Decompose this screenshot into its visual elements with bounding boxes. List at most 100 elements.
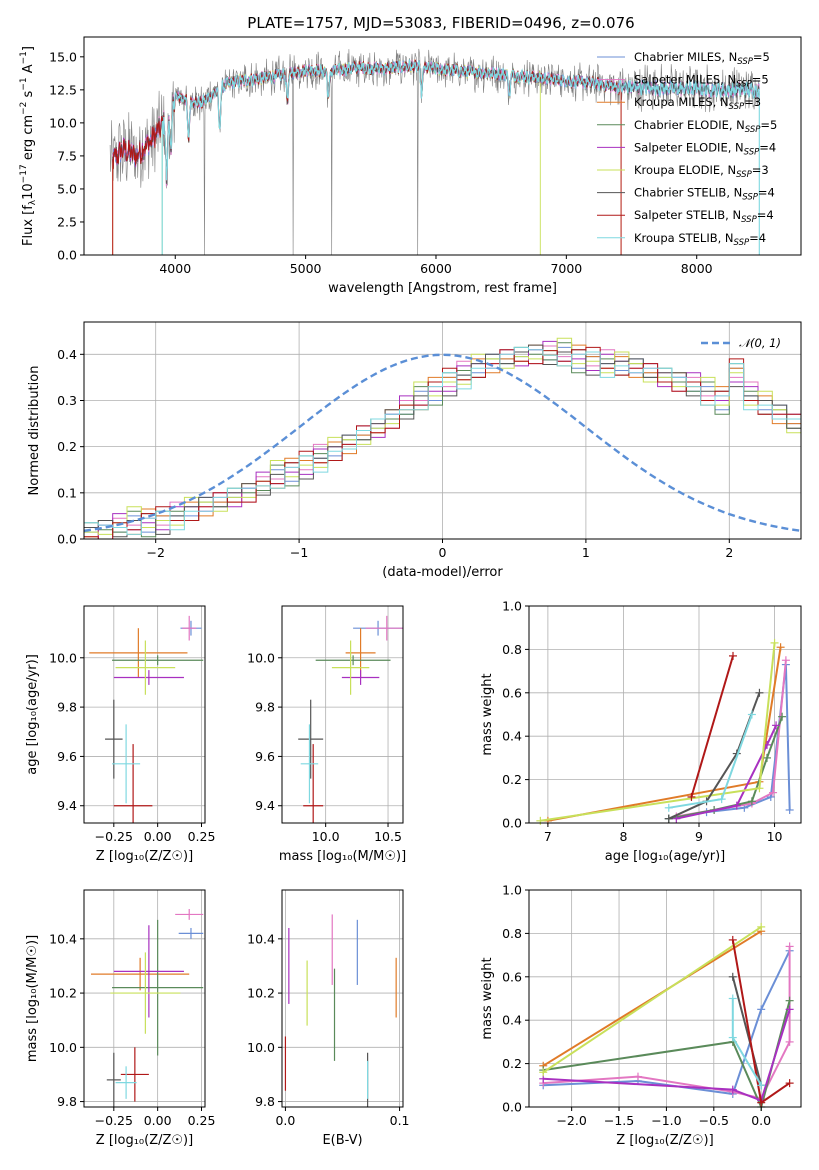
x-axis-label: Z [log₁₀(Z/Z☉)] [616, 1133, 713, 1148]
axes-frame [281, 889, 404, 1108]
x-tick-label: 10 [767, 829, 783, 844]
normal-curve [84, 353, 801, 533]
legend-suffix: =5 [753, 50, 770, 64]
x-tick-label: 0.0 [275, 1113, 295, 1128]
histogram-step [84, 346, 801, 539]
y-tick-label: 0.0 [57, 532, 77, 547]
y-tick-label: 0.4 [57, 347, 77, 362]
legend-prefix: Salpeter MILES, N [634, 73, 736, 87]
spectrum-model-line [161, 59, 760, 255]
spectrum-model-line [112, 59, 622, 255]
axes-frame [281, 605, 404, 824]
x-tick-label: 2 [725, 545, 733, 560]
x-tick-label: 0.25 [188, 1113, 216, 1128]
x-tick-label: 10.5 [374, 829, 402, 844]
y-tick-label: 9.8 [255, 700, 275, 715]
x-axis-label: Z [log₁₀(Z/Z☉)] [96, 849, 193, 864]
x-tick-label: 0.00 [144, 1113, 172, 1128]
y-tick-label: 0.6 [502, 685, 522, 700]
x-axis-label: mass [log₁₀(M/M☉)] [279, 849, 406, 864]
y-axis-label-part: −2 [19, 102, 29, 115]
x-tick-label: 0.25 [188, 829, 216, 844]
y-axis-label: mass weight [480, 957, 495, 1039]
y-axis-label-part: −1 [19, 77, 29, 90]
legend-suffix: =5 [760, 118, 777, 132]
y-tick-label: 0.0 [502, 1100, 522, 1115]
x-tick-label: −0.25 [95, 829, 133, 844]
y-axis-label: mass weight [480, 673, 495, 755]
x-tick-label: 8000 [681, 261, 713, 276]
y-tick-label: 15.0 [49, 49, 77, 64]
x-axis-label: (data-model)/error [382, 565, 503, 580]
histogram-step [84, 340, 801, 539]
legend-prefix: Kroupa STELIB, N [634, 231, 734, 245]
x-tick-label: −0.5 [699, 1113, 729, 1128]
legend-entry: Chabrier ELODIE, NSSP=5 [634, 118, 777, 135]
figure-title: PLATE=1757, MJD=53083, FIBERID=0496, z=0… [247, 14, 634, 32]
y-tick-label: 0.1 [57, 485, 77, 500]
histogram-panel: −2 −1 0 1 2 0.0 0.1 0.2 0.3 0.4 (data-model)/error… [27, 321, 802, 580]
x-tick-label: 7000 [550, 261, 582, 276]
y-tick-label: 12.5 [49, 82, 77, 97]
axes-frame [83, 605, 206, 824]
legend-entry: Kroupa ELODIE, NSSP=3 [634, 163, 769, 180]
y-tick-label: 10.0 [247, 650, 275, 665]
mass-vs-metallicity-panel: −0.25 0.00 0.25 9.8 10.0 10.2 10.4 Z [log₁₀(Z/Z… [25, 889, 216, 1148]
y-tick-label: 10.0 [49, 1040, 77, 1055]
histogram-step [84, 346, 801, 539]
axes-frame [528, 605, 802, 824]
y-tick-label: 9.6 [57, 749, 77, 764]
y-tick-label: 10.4 [49, 931, 77, 946]
legend-sub: SSP [729, 102, 745, 112]
x-tick-label: 1 [582, 545, 590, 560]
y-tick-label: 10.4 [247, 931, 275, 946]
x-tick-label: −2.0 [556, 1113, 586, 1128]
x-tick-label: −1.0 [651, 1113, 681, 1128]
x-axis-label: wavelength [Angstrom, rest frame] [328, 281, 557, 296]
y-tick-label: 0.4 [502, 1013, 522, 1028]
y-tick-label: 0.2 [502, 1056, 522, 1071]
legend-entry: Kroupa STELIB, NSSP=4 [634, 231, 766, 248]
legend-entry: Chabrier MILES, NSSP=5 [634, 50, 770, 67]
legend-sub: SSP [737, 57, 753, 67]
legend-suffix: =3 [744, 95, 761, 109]
y-tick-label: 10.0 [247, 1040, 275, 1055]
y-tick-label: 1.0 [502, 883, 522, 898]
legend-entry: Kroupa MILES, NSSP=3 [634, 95, 761, 112]
legend-suffix: =5 [752, 73, 769, 87]
y-tick-label: 0.0 [57, 248, 77, 263]
weight-line [543, 1009, 791, 1102]
legend-sub: SSP [745, 125, 761, 135]
legend-prefix: Chabrier ELODIE, N [634, 118, 745, 132]
mass-vs-ebv-panel: 0.0 0.1 9.8 10.0 10.2 10.4 E(B-V) [247, 889, 410, 1148]
y-axis-label-part: −1 [19, 51, 29, 64]
y-tick-label: 9.8 [57, 700, 77, 715]
y-tick-label: 7.5 [57, 148, 77, 163]
y-tick-label: 9.4 [57, 798, 77, 813]
legend-sub: SSP [736, 170, 752, 180]
y-tick-label: 9.8 [57, 1094, 77, 1109]
age-vs-metallicity-panel: −0.25 0.00 0.25 9.4 9.6 9.8 10.0 Z [log₁₀(Z/Z☉)… [25, 605, 216, 864]
y-axis-label-part: λ [28, 199, 38, 205]
y-tick-label: 1.0 [502, 599, 522, 614]
massweight-vs-metallicity-panel: −2.0 −1.5 −1.0 −0.5 0.0 0.0 0.2 0.4 0.6 0.8 1.0 Z [… [480, 883, 802, 1148]
legend-sub: SSP [741, 215, 757, 225]
x-tick-label: 0.0 [751, 1113, 771, 1128]
x-tick-label: −0.25 [95, 1113, 133, 1128]
legend-entry: Salpeter ELODIE, NSSP=4 [634, 140, 776, 157]
weight-line [731, 976, 763, 1086]
legend-prefix: Chabrier MILES, N [634, 50, 737, 64]
y-tick-label: 0.2 [502, 772, 522, 787]
weight-line [690, 655, 734, 798]
weight-line [676, 724, 778, 820]
x-tick-label: 0 [439, 545, 447, 560]
massweight-vs-age-panel: 7 8 9 10 0.0 0.2 0.4 0.6 0.8 1.0 age [log₁₀(age/yr… [480, 599, 802, 864]
x-tick-label: −1 [290, 545, 308, 560]
y-tick-label: 10.0 [49, 115, 77, 130]
legend-entry: Salpeter MILES, NSSP=5 [634, 73, 769, 90]
legend-suffix: =4 [759, 140, 776, 154]
weight-line [540, 642, 776, 822]
y-tick-label: 0.6 [502, 969, 522, 984]
x-axis-label: age [log₁₀(age/yr)] [605, 849, 726, 864]
